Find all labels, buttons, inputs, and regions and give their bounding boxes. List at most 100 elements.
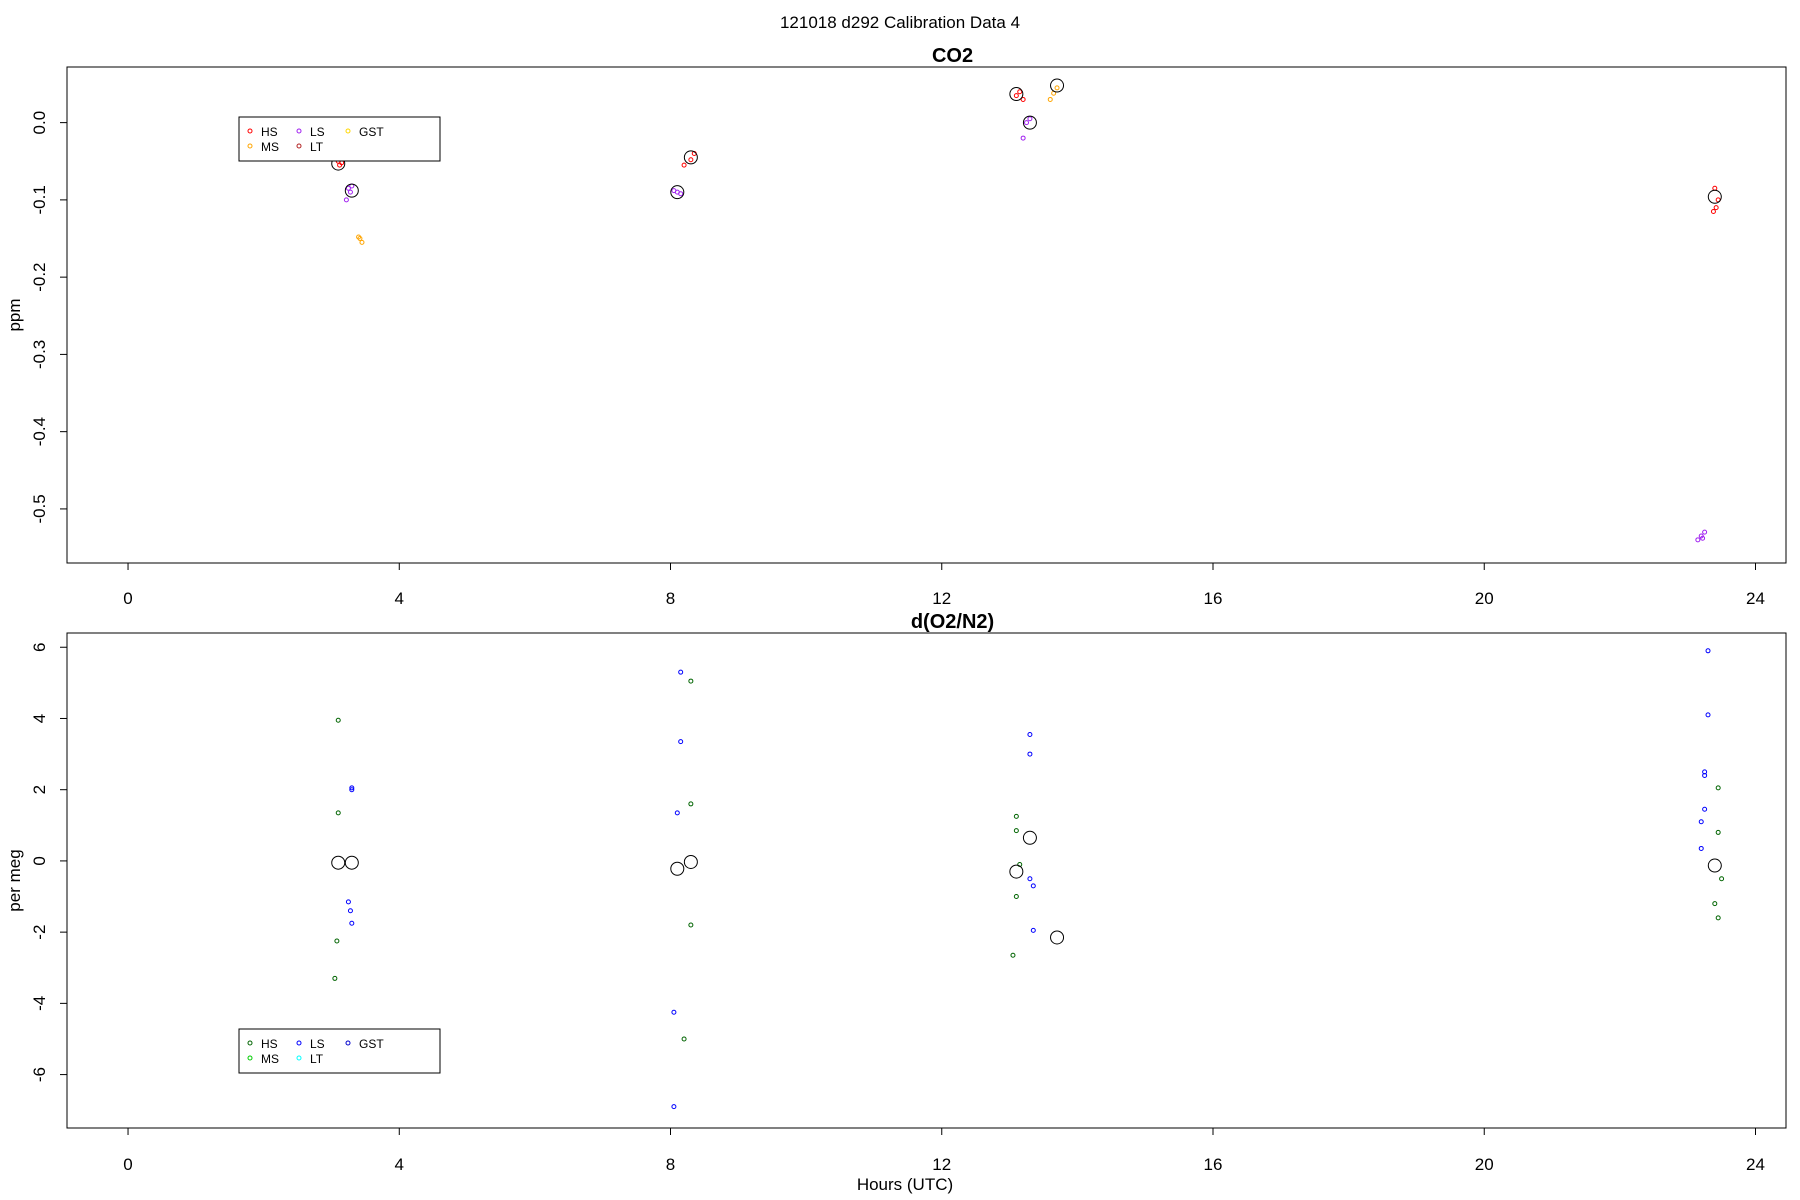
data-point-ls [1698,819,1704,825]
data-point-ls [347,908,353,914]
data-point-ms [1047,96,1053,102]
data-point-ls [1030,883,1036,889]
legend-marker [296,1055,302,1061]
x-tick-label: 12 [932,1155,951,1174]
legend-marker [247,143,253,149]
data-point-ls [1027,876,1033,882]
data-point-ls [345,899,351,905]
y-axis-label: per meg [5,849,24,911]
data-point-ls [1030,927,1036,933]
legend-label: MS [261,1052,279,1066]
legend-label: LS [310,125,325,139]
y-tick-label: -0.2 [30,262,49,291]
data-point-hs [688,922,694,928]
data-point-ls [1702,806,1708,812]
figure-suptitle: 121018 d292 Calibration Data 4 [780,13,1020,32]
data-point-ls [674,810,680,816]
data-point-ms [1054,85,1060,91]
data-point-ls [678,739,684,745]
data-point-ls [1702,529,1708,535]
data-point-ls [1698,845,1704,851]
legend-box [238,116,441,162]
legend-marker [247,1040,253,1046]
data-point-hs [335,717,341,723]
legend-label: LS [310,1037,325,1051]
data-point-hs [1713,205,1719,211]
data-point-hs [1013,894,1019,900]
data-point-ls [349,787,355,793]
legend-marker [345,128,351,134]
mean-marker [1050,78,1065,93]
y-tick-label: 0.0 [30,111,49,135]
mean-marker [331,855,346,870]
data-point-ls [678,191,684,197]
mean-marker [683,150,698,165]
data-point-hs [1719,876,1725,882]
mean-marker [344,855,359,870]
y-tick-label: -6 [30,1067,49,1082]
legend-marker [296,128,302,134]
data-point-ls [1024,120,1030,126]
mean-marker [670,861,685,876]
data-point-hs [688,801,694,807]
x-tick-label: 16 [1204,589,1223,608]
mean-marker [1022,115,1037,130]
legend-label: LT [310,140,324,154]
data-point-hs [1715,915,1721,921]
data-point-ls [347,189,353,195]
legend-box [238,1028,441,1074]
data-point-ms [356,234,362,240]
data-point-hs [1020,96,1026,102]
data-point-ls [349,920,355,926]
data-point-ls [1027,731,1033,737]
y-tick-label: 6 [30,643,49,652]
x-tick-label: 0 [123,1155,132,1174]
data-point-ls [1020,135,1026,141]
x-tick-label: 4 [395,1155,404,1174]
data-point-ms [359,239,365,245]
data-point-hs [1013,93,1019,99]
legend-marker [345,1040,351,1046]
mean-marker [1707,858,1722,873]
x-tick-label: 8 [666,589,675,608]
data-point-hs [688,157,694,163]
data-point-hs [1010,952,1016,958]
data-point-ls [345,185,351,191]
legend-marker [247,128,253,134]
data-point-hs [1017,89,1023,95]
x-axis-label: Hours (UTC) [857,1175,953,1194]
x-tick-label: 20 [1475,589,1494,608]
data-point-ls [343,197,349,203]
panel-title: CO2 [932,45,973,67]
y-tick-label: -0.3 [30,340,49,369]
data-point-hs [1710,208,1716,214]
mean-marker [683,854,698,869]
data-point-hs [1712,185,1718,191]
data-point-ls [1695,537,1701,543]
legend-marker [296,143,302,149]
data-point-hs [334,938,340,944]
panel-co2: CO2 0 4 8 12 16 20 24 0.0 -0.1 -0.2 -0.3 -0.4 -0.5 ppm… [5,45,1787,608]
mean-marker [1009,87,1024,102]
data-point-hs [681,1036,687,1042]
mean-marker [670,185,685,200]
data-point-hs [688,678,694,684]
data-point-hs [1712,901,1718,907]
data-point-hs [332,975,338,981]
y-tick-label: -0.4 [30,417,49,446]
legend-label: MS [261,140,279,154]
x-tick-label: 20 [1475,1155,1494,1174]
y-axis-label: ppm [5,298,24,331]
data-point-hs [1715,829,1721,835]
legend-label: LT [310,1052,324,1066]
data-point-ls [1702,772,1708,778]
data-point-hs [1013,828,1019,834]
data-point-ls [349,785,355,791]
legend-label: GST [359,1037,384,1051]
x-tick-label: 24 [1746,1155,1765,1174]
x-tick-label: 8 [666,1155,675,1174]
data-point-ls [671,1009,677,1015]
